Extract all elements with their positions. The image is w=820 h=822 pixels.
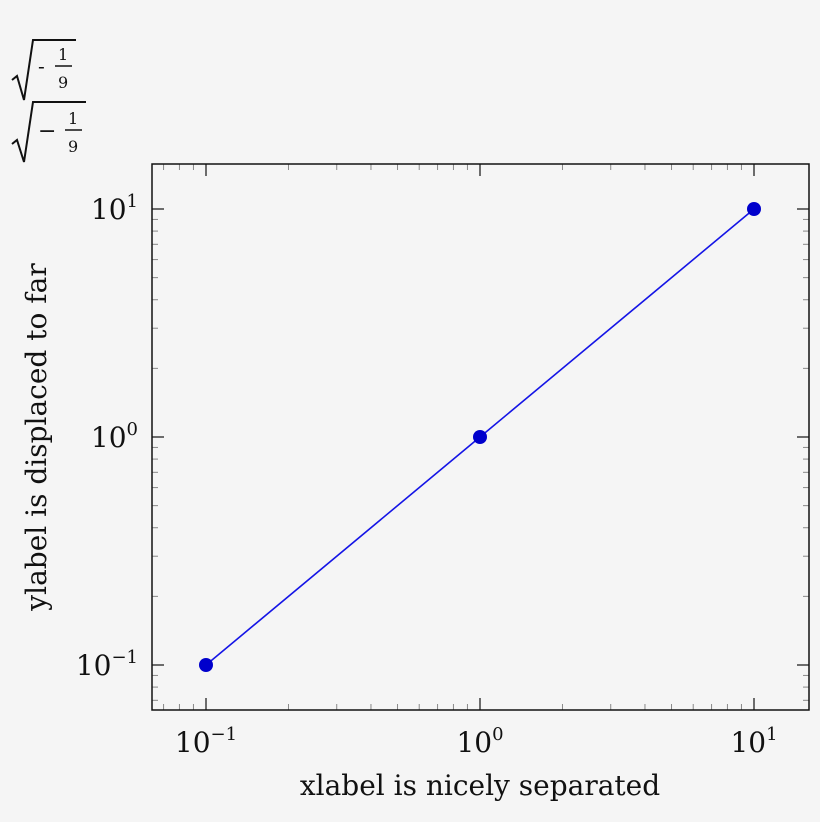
plot-frame [151,163,810,711]
annotation-sign-2: − [38,119,56,144]
series-layer [199,202,761,672]
x-axis-label: xlabel is nicely separated [300,769,660,802]
annotation-numerator-2: 1 [68,109,78,128]
data-point [199,658,213,672]
annotation-sign-1: - [38,54,45,78]
y-tick-label: 100 [91,419,138,454]
minor-ticks [152,164,809,710]
x-tick-label: 100 [456,724,503,759]
data-point [473,430,487,444]
annotation: - 1 9 − 1 9 [11,39,86,163]
radical-sign-2 [11,101,86,163]
x-tick-label: 10−1 [175,724,237,759]
annotation-denominator-2: 9 [68,137,78,156]
data-point [747,202,761,216]
y-tick-label: 10−1 [76,647,138,682]
annotation-denominator-1: 9 [58,73,68,92]
annotation-numerator-1: 1 [58,45,68,64]
y-axis-label: ylabel is displaced to far [20,263,53,612]
tick-labels: 10−1 100 101 10−1 100 101 [76,191,778,759]
major-ticks [152,164,809,710]
radical-sign-1 [11,39,76,101]
x-tick-label: 101 [730,724,777,759]
y-tick-label: 101 [91,191,138,226]
